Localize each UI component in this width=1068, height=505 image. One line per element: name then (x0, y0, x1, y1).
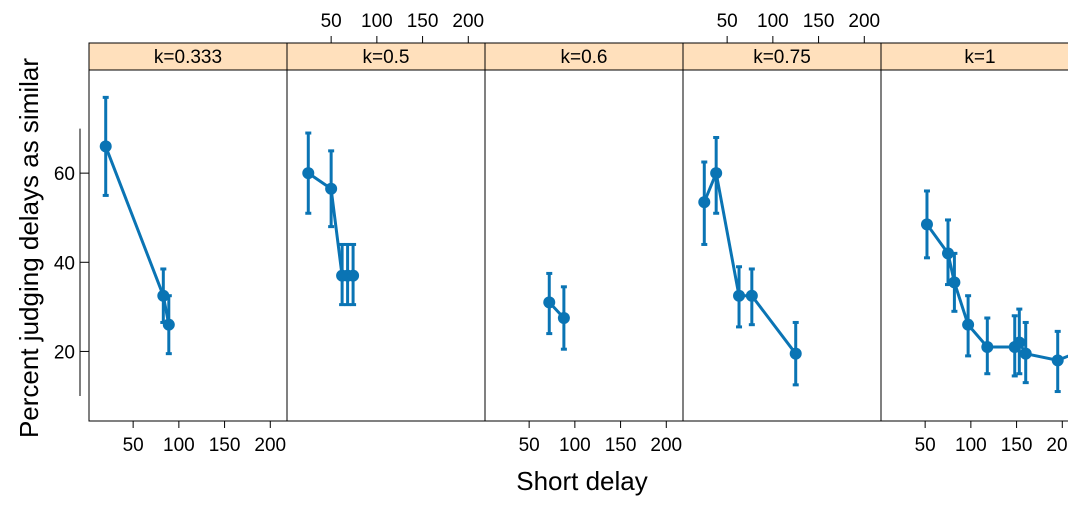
x-tick-label: 200 (1046, 435, 1068, 456)
data-point (710, 167, 723, 180)
data-point (1019, 347, 1032, 360)
data-point (733, 289, 746, 302)
data-point (920, 218, 933, 231)
y-tick-label: 20 (54, 342, 75, 363)
data-point (302, 167, 315, 180)
data-point (962, 318, 975, 331)
data-point (1051, 354, 1064, 367)
series-line (702, 167, 797, 355)
data-point (325, 182, 338, 195)
data-point (1013, 336, 1026, 349)
x-tick-label: 50 (123, 435, 144, 456)
x-tick-label: 50 (519, 435, 540, 456)
y-tick-label: 60 (54, 164, 75, 185)
data-point (157, 289, 170, 302)
panel-frame (484, 42, 684, 422)
data-point (981, 340, 994, 353)
y-axis-title: Percent judging delays as similar (14, 58, 44, 438)
x-tick-label: 200 (848, 11, 880, 32)
x-tick-label: 150 (209, 435, 241, 456)
panel-frame (286, 42, 486, 422)
strip-background (287, 43, 485, 70)
strip-background (881, 43, 1068, 70)
strip-label: k=0.75 (753, 47, 811, 68)
data-point (948, 276, 961, 289)
x-axis-title: Short delay (516, 466, 648, 496)
x-tick-label: 200 (452, 11, 484, 32)
data-point (99, 140, 112, 153)
x-tick-label: 150 (803, 11, 835, 32)
x-tick-label: 100 (559, 435, 591, 456)
x-tick-label: 100 (163, 435, 195, 456)
x-tick-label: 150 (605, 435, 637, 456)
x-tick-label: 50 (915, 435, 936, 456)
x-tick-label: 50 (321, 11, 342, 32)
x-tick-label: 50 (717, 11, 738, 32)
strip-background (485, 43, 683, 70)
data-point (698, 196, 711, 209)
data-point (942, 247, 954, 260)
panel-frame (88, 42, 288, 422)
strip-label: k=0.333 (154, 47, 222, 68)
data-point (557, 312, 570, 324)
x-tick-label: 100 (361, 11, 393, 32)
data-point (745, 289, 758, 302)
x-tick-label: 150 (1001, 435, 1033, 456)
y-tick-label: 40 (54, 253, 75, 274)
strip-label: k=1 (964, 47, 995, 68)
panel-frame (682, 42, 882, 422)
data-point (162, 318, 175, 331)
data-point (543, 296, 556, 309)
x-tick-label: 200 (254, 435, 286, 456)
x-tick-label: 100 (955, 435, 987, 456)
x-tick-label: 200 (650, 435, 682, 456)
x-tick-label: 100 (757, 11, 789, 32)
strip-background (683, 43, 881, 70)
strip-label: k=0.5 (362, 47, 409, 68)
panel-frame (880, 42, 1068, 422)
series-line (925, 223, 1068, 362)
data-point (789, 347, 802, 360)
strip-background (89, 43, 287, 70)
strip-label: k=0.6 (560, 47, 607, 68)
x-tick-label: 150 (407, 11, 439, 32)
data-point (347, 269, 360, 282)
